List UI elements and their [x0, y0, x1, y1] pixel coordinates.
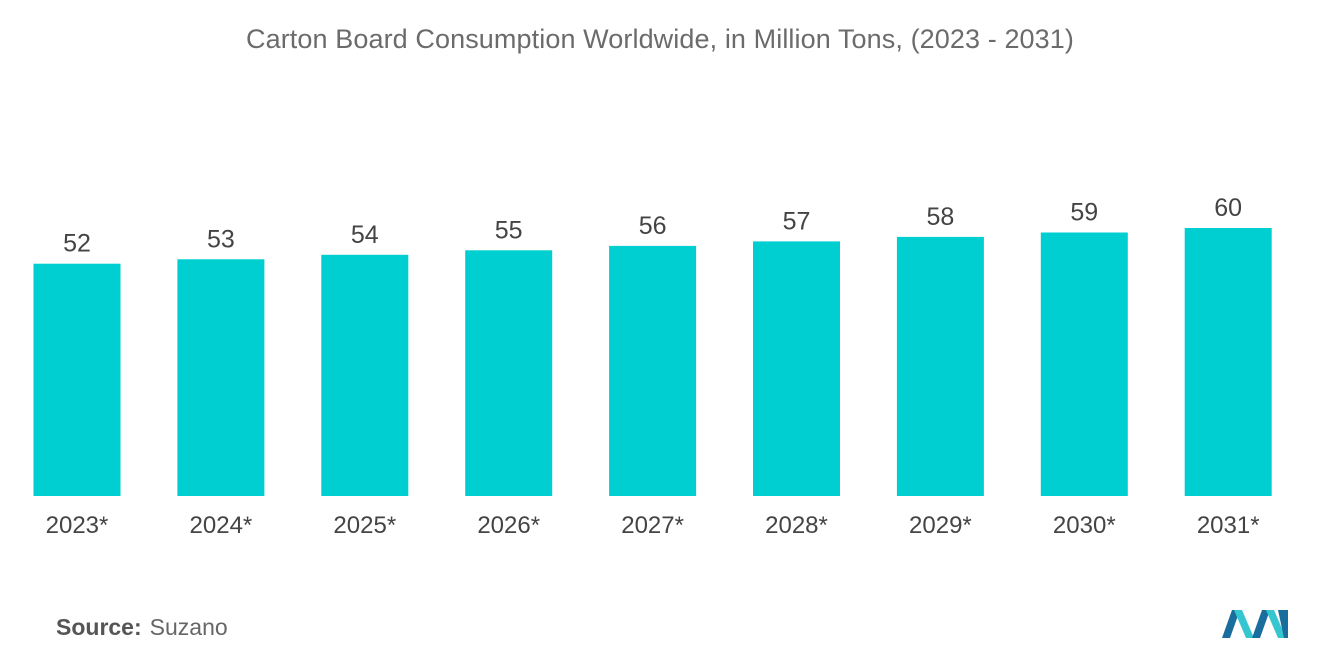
x-tick-label: 2023*	[46, 512, 109, 539]
data-label: 56	[639, 212, 667, 240]
bar-2025	[321, 254, 409, 496]
data-label: 58	[926, 203, 954, 231]
x-axis-tick-labels: 2023* 2024* 2025* 2026* 2027* 2028* 2029* 2030*…	[46, 512, 1260, 539]
value-labels-group: 52 53 54 55 56 57 58 59 60	[63, 194, 1242, 258]
data-label: 54	[351, 221, 379, 249]
mordor-intelligence-logo-icon	[1222, 610, 1288, 638]
x-tick-label: 2027*	[621, 512, 684, 539]
chart-title: Carton Board Consumption Worldwide, in M…	[245, 24, 1075, 54]
bar-2026	[465, 250, 553, 496]
x-tick-label: 2030*	[1053, 512, 1116, 539]
bar-2027	[609, 245, 697, 496]
x-tick-label: 2031*	[1197, 512, 1260, 539]
source-label: Source:	[56, 614, 142, 640]
data-label: 57	[783, 207, 811, 235]
data-label: 60	[1214, 194, 1242, 222]
data-label: 55	[495, 216, 523, 244]
data-label: 59	[1070, 199, 1098, 227]
data-label: 52	[63, 230, 91, 258]
bar-2023	[33, 263, 121, 496]
x-tick-label: 2024*	[190, 512, 253, 539]
bar-chart: 52 53 54 55 56 57 58 59 60 2023* 2024* 2025* 2026* 2…	[33, 194, 1272, 539]
bar-2024	[177, 259, 265, 496]
bars-group	[33, 228, 1272, 496]
bar-2028	[753, 241, 840, 496]
x-tick-label: 2025*	[333, 512, 396, 539]
x-tick-label: 2026*	[477, 512, 540, 539]
x-tick-label: 2028*	[765, 512, 828, 539]
bar-2030	[1040, 232, 1128, 496]
source-value: Suzano	[149, 614, 228, 640]
source-note: Source: Suzano	[56, 614, 228, 641]
data-label: 53	[207, 225, 235, 253]
bar-2029	[896, 236, 984, 496]
x-tick-label: 2029*	[909, 512, 972, 539]
bar-2031	[1184, 228, 1272, 496]
